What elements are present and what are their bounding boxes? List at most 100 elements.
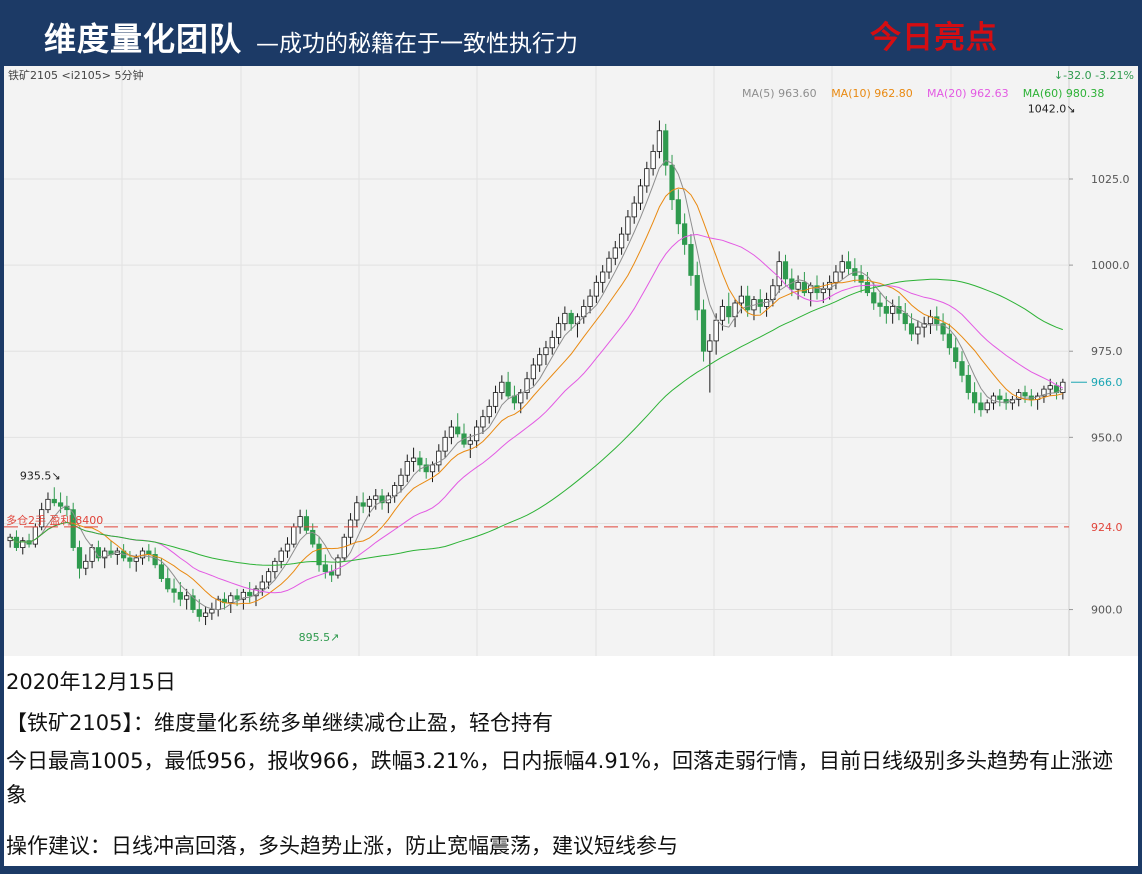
analysis-notes: 2020年12月15日 【铁矿2105】：维度量化系统多单继续减仓止盈，轻仓持有… — [4, 656, 1138, 866]
candle-body — [694, 275, 700, 311]
change-label: ↓-32.0 -3.21% — [1054, 69, 1134, 82]
candle-body — [864, 281, 871, 294]
candle-body — [284, 543, 291, 552]
brand-title: 维度量化团队 — [44, 20, 243, 58]
brand-slogan: —成功的秘籍在于一致性执行力 — [256, 31, 578, 57]
candle-body — [196, 609, 202, 617]
candle-body — [562, 312, 568, 325]
candle-body — [436, 450, 442, 466]
candle-body — [448, 426, 455, 438]
candle-body — [587, 295, 593, 307]
candle-body — [568, 312, 574, 325]
candlestick-chart[interactable]: 900.0 950.0 975.0 1000.0 1025.0 多仓2手 盈利:8400… — [4, 66, 1138, 656]
candle-body — [839, 261, 845, 273]
candle-body — [555, 323, 562, 338]
candle-body — [965, 374, 971, 393]
candle-body — [908, 323, 915, 335]
candle-body — [253, 588, 259, 597]
ma-lines-layer — [9, 159, 1064, 611]
y-tick-label: 1000.0 — [1091, 259, 1130, 272]
candle-body — [890, 306, 896, 314]
candle-body — [618, 233, 625, 249]
candle-body — [83, 560, 89, 569]
candle-body — [763, 299, 770, 307]
candle-body — [247, 591, 253, 597]
candle-body — [675, 199, 681, 225]
candle-body — [537, 354, 543, 366]
candle-body — [940, 323, 946, 335]
candle-body — [467, 440, 473, 445]
candle-body — [398, 474, 404, 486]
candle-body — [499, 381, 505, 393]
candle-body — [644, 168, 650, 187]
highlight-label: 今日亮点 — [870, 20, 998, 56]
candle-body — [486, 405, 492, 418]
candle-body — [291, 526, 297, 545]
candle-body — [158, 564, 165, 579]
candle-body — [404, 461, 410, 476]
candle-body — [625, 216, 631, 235]
symbol-label[interactable]: 铁矿2105 <i2105> 5分钟 — [8, 68, 143, 82]
candle-body — [184, 595, 190, 600]
candle-body — [971, 392, 978, 404]
candle-body — [827, 281, 833, 290]
y-tick-label: 1025.0 — [1091, 173, 1130, 186]
candlestick-chart-panel[interactable]: 900.0 950.0 975.0 1000.0 1025.0 多仓2手 盈利:8400… — [4, 66, 1138, 656]
y-tick-label: 975.0 — [1091, 345, 1123, 358]
candle-body — [814, 285, 820, 294]
candle-body — [429, 464, 436, 473]
candle-body — [347, 519, 354, 538]
candle-body — [480, 416, 486, 428]
candle-body — [902, 312, 908, 325]
candle-body — [820, 288, 826, 294]
candle-body — [234, 595, 240, 600]
candle-body — [795, 281, 801, 290]
ma-line-5 — [9, 159, 1064, 611]
candle-body — [682, 223, 688, 245]
candle-body — [373, 495, 379, 500]
candle-body — [39, 509, 45, 528]
candle-body — [492, 392, 499, 407]
extreme-annotation: 1042.0↘ — [1028, 102, 1076, 115]
note-summary: 今日最高1005，最低956，报收966，跌幅3.21%，日内振幅4.91%，回… — [6, 749, 1114, 807]
candle-body — [505, 381, 511, 397]
ma-line-20 — [9, 233, 1064, 594]
note-title: 【铁矿2105】：维度量化系统多单继续减仓止盈，轻仓持有 — [6, 711, 553, 735]
candle-body — [190, 595, 196, 610]
ma-legend-item: MA(60) 980.38 — [1023, 87, 1105, 100]
candle-body — [354, 502, 360, 521]
candle-body — [316, 543, 322, 566]
candle-body — [417, 457, 423, 466]
candle-body — [656, 130, 663, 152]
candle-body — [51, 498, 57, 504]
y-tick-label: 950.0 — [1091, 431, 1123, 444]
candle-body — [165, 578, 171, 590]
candle-body — [915, 326, 921, 335]
candle-body — [953, 347, 959, 362]
candle-body — [997, 395, 1003, 400]
candle-body — [102, 550, 108, 559]
candle-body — [600, 271, 606, 283]
candle-body — [240, 591, 246, 600]
candle-body — [883, 306, 889, 314]
extreme-annotation: 935.5↘ — [20, 469, 61, 482]
candle-body — [133, 557, 139, 562]
candle-body — [745, 295, 751, 311]
candle-body — [612, 247, 618, 259]
header-banner: 维度量化团队 —成功的秘籍在于一致性执行力 今日亮点 — [0, 0, 1142, 66]
candle-body — [946, 333, 952, 349]
candle-body — [637, 185, 644, 204]
note-advice: 操作建议：日线冲高回落，多头趋势止涨，防止宽幅震荡，建议短线参与 — [6, 834, 678, 858]
candle-body — [442, 436, 448, 452]
candle-body — [877, 302, 883, 307]
candle-body — [871, 292, 877, 304]
last-price-label: 966.0 — [1091, 376, 1123, 389]
candle-body — [322, 564, 328, 573]
ma-legend-item: MA(5) 963.60 — [742, 87, 817, 100]
candle-body — [845, 261, 852, 269]
candle-body — [259, 581, 265, 590]
candle-body — [707, 340, 713, 352]
candle-body — [423, 464, 429, 473]
ma-line-60 — [9, 278, 1063, 566]
position-price-label: 924.0 — [1091, 521, 1123, 534]
